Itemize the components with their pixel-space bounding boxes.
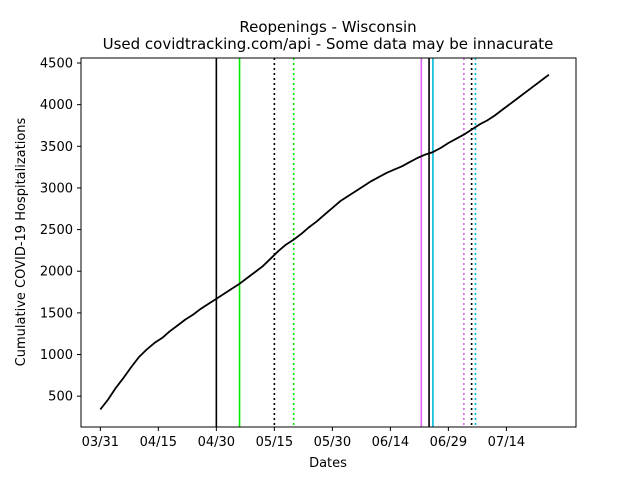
y-axis: 500 1000 1500 2000 2500 3000 3500 4000 4500 [40,56,81,405]
y-tick-label: 2000 [40,265,73,280]
y-tick-label: 1000 [40,348,73,363]
x-tick-label: 04/30 [198,435,235,450]
x-tick-label: 04/15 [140,435,177,450]
x-axis-label: Dates [309,456,347,471]
x-tick-label: 05/15 [256,435,293,450]
series-line [99,73,550,411]
y-tick-label: 2500 [40,223,73,238]
reference-lines [215,58,477,427]
x-tick-label: 05/30 [314,435,351,450]
y-tick-label: 4000 [40,98,73,113]
y-tick-label: 3500 [40,140,73,155]
x-tick-label: 06/14 [372,435,409,450]
x-tick-label: 03/31 [82,435,119,450]
plot-frame [80,57,577,428]
y-tick-label: 4500 [40,56,73,71]
x-tick-label: 07/14 [488,435,525,450]
series-group [99,73,550,411]
y-tick-label: 3000 [40,181,73,196]
y-tick-label: 500 [48,390,73,405]
y-axis-label: Cumulative COVID-19 Hospitalizations [14,117,29,366]
chart-subtitle: Used covidtracking.com/api - Some data m… [103,35,554,53]
x-axis: 03/31 04/15 04/30 05/15 05/30 06/14 06/29 07/14 [82,427,525,450]
x-tick-label: 06/29 [430,435,467,450]
y-tick-label: 1500 [40,306,73,321]
chart-title: Reopenings - Wisconsin [239,18,416,36]
